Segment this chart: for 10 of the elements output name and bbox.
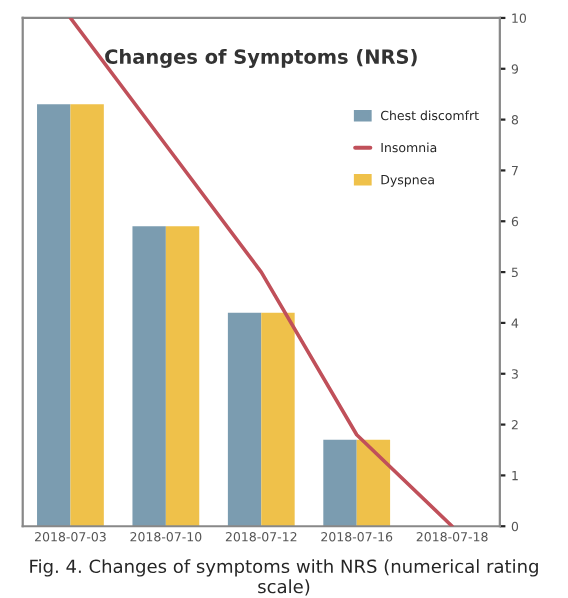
text: Changes of Symptoms (NRS): [105, 48, 417, 68]
bar: [356, 439, 391, 527]
bar: [132, 226, 166, 527]
bar: [227, 312, 262, 527]
bar: [70, 104, 104, 527]
bar: [323, 439, 357, 527]
bar: [261, 312, 295, 527]
caption: Fig. 4. Changes of symptoms with NRS (numerical rating scale): [30, 559, 538, 596]
bar: [165, 226, 200, 527]
bar: [37, 104, 71, 527]
